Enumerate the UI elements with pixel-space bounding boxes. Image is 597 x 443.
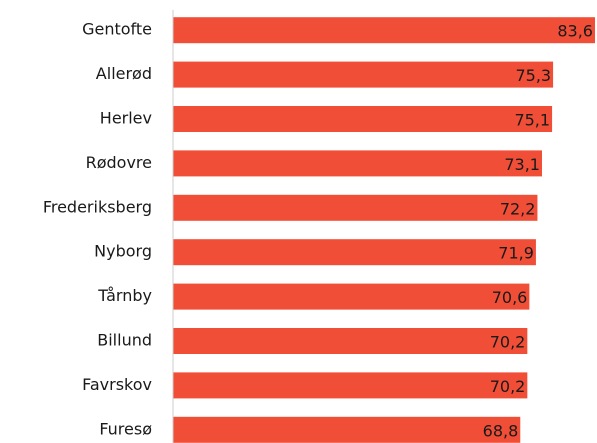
value-label: 75,1 bbox=[514, 111, 550, 130]
value-label: 75,3 bbox=[515, 66, 551, 85]
category-label: Nyborg bbox=[94, 242, 152, 261]
category-label: Favrskov bbox=[82, 375, 152, 394]
category-label: Furesø bbox=[99, 419, 152, 438]
value-label: 73,1 bbox=[504, 155, 540, 174]
value-label: 70,6 bbox=[492, 288, 528, 307]
category-label: Herlev bbox=[100, 109, 152, 128]
bar bbox=[173, 239, 536, 266]
category-label: Gentofte bbox=[82, 20, 152, 39]
category-label: Rødovre bbox=[86, 153, 152, 172]
category-label: Allerød bbox=[96, 64, 152, 83]
bar bbox=[173, 150, 542, 177]
value-label: 70,2 bbox=[490, 333, 526, 352]
value-label: 72,2 bbox=[500, 199, 536, 218]
bar bbox=[173, 61, 554, 88]
value-label: 71,9 bbox=[498, 244, 534, 263]
bar bbox=[173, 372, 528, 399]
value-label: 70,2 bbox=[490, 377, 526, 396]
bar bbox=[173, 416, 521, 443]
value-label: 68,8 bbox=[483, 421, 519, 440]
category-label: Tårnby bbox=[97, 286, 152, 305]
bar bbox=[173, 283, 530, 310]
bar bbox=[173, 106, 553, 132]
category-label: Billund bbox=[97, 331, 152, 350]
bar bbox=[173, 328, 528, 354]
category-label: Frederiksberg bbox=[43, 197, 152, 216]
value-label: 83,6 bbox=[557, 22, 593, 41]
bar bbox=[173, 17, 595, 44]
bar bbox=[173, 194, 538, 221]
